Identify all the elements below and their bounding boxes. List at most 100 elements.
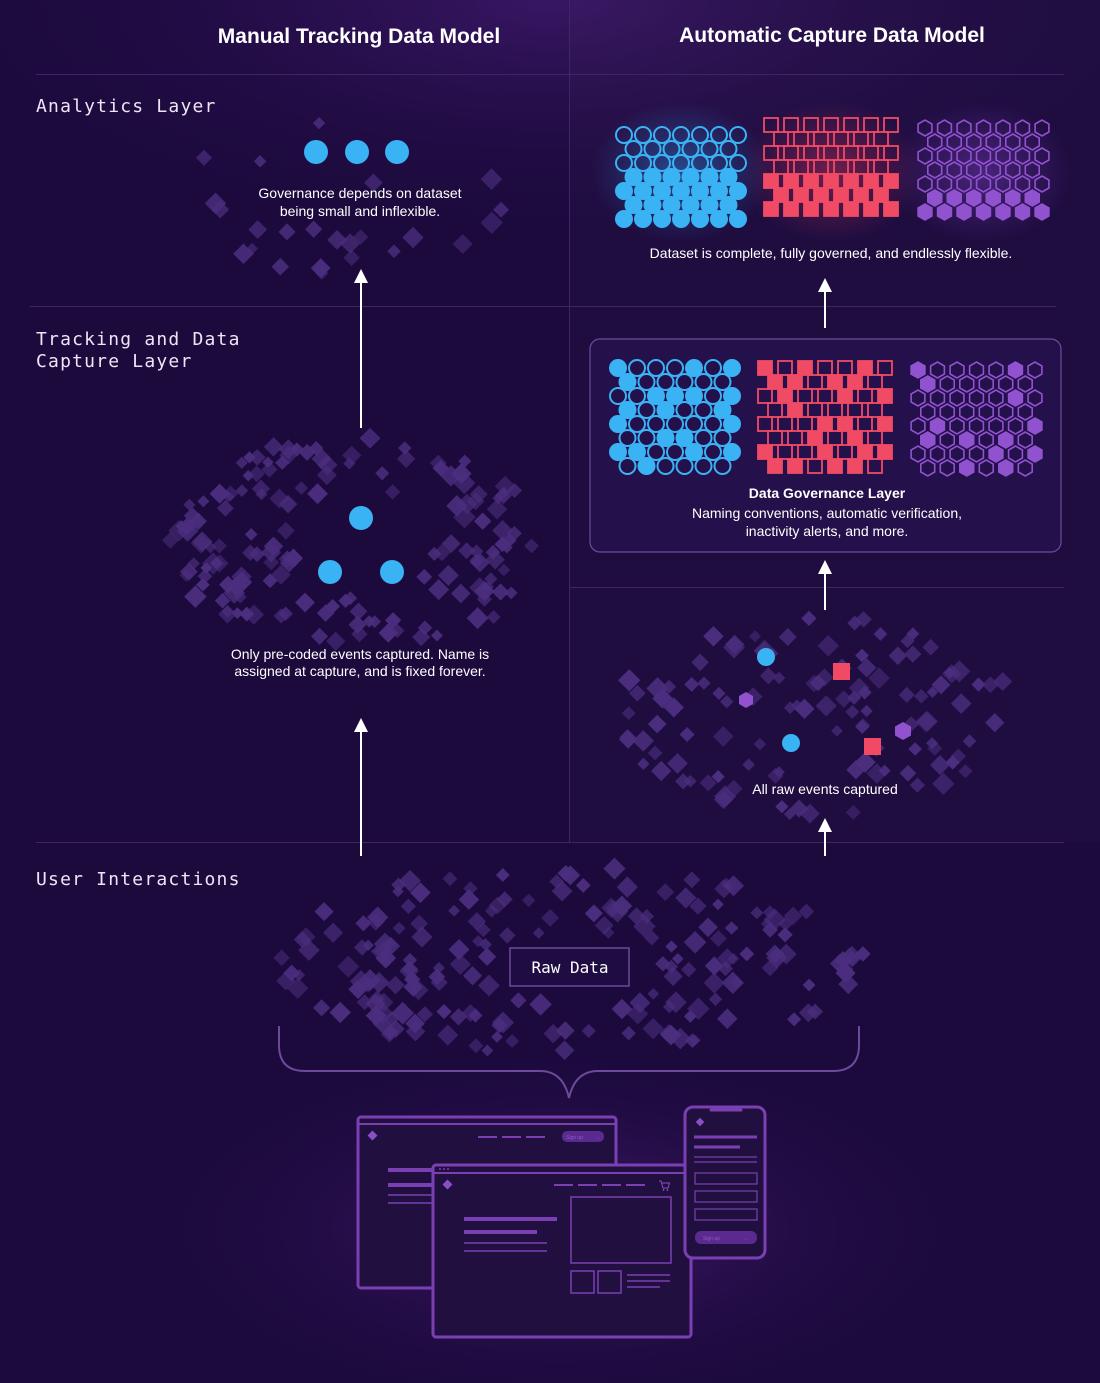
purple-event-hexagon (1017, 459, 1033, 477)
diamond-mark (708, 992, 723, 1006)
red-event-square (863, 201, 879, 217)
cart-icon[interactable] (659, 1180, 671, 1191)
blue-event-circle (666, 387, 684, 405)
purple-event-hexagon (929, 445, 946, 463)
blue-event-circle (647, 359, 665, 377)
red-event-square (793, 159, 809, 175)
diamond-mark (480, 168, 503, 190)
diamond-mark (930, 755, 950, 775)
purple-event-hexagon (988, 389, 1004, 407)
form-field[interactable] (694, 1172, 758, 1185)
red-event-square (813, 131, 829, 147)
complete-caption: Dataset is complete, fully governed, and… (650, 245, 1013, 261)
diamond-mark (703, 626, 724, 647)
red-event-square (787, 430, 803, 446)
red-event-square (883, 201, 899, 217)
purple-event-hexagon (978, 375, 995, 393)
red-event-square (827, 402, 843, 418)
purple-event-hexagon (995, 147, 1011, 165)
diamond-mark (621, 1025, 636, 1041)
diamond-mark (261, 461, 278, 478)
blue-event-circle (691, 126, 709, 144)
arrow-right-icon: → (595, 1135, 600, 1141)
purple-event-hexagon (997, 375, 1014, 393)
diamond-mark (474, 512, 492, 530)
diamond-mark (276, 971, 296, 991)
diamond-mark (529, 993, 552, 1016)
purple-event-hexagon (926, 189, 943, 207)
blue-event-circle (713, 401, 732, 419)
diamond-mark (204, 192, 227, 215)
purple-event-hexagon (939, 403, 956, 421)
mobile-signup-button[interactable] (695, 1231, 757, 1244)
red-event-square (787, 402, 803, 418)
purple-event-hexagon (1004, 133, 1021, 151)
diamond-mark (294, 481, 309, 495)
blue-event-circle (700, 140, 719, 158)
diamond-mark (621, 706, 636, 721)
blue-event-circle (618, 429, 637, 447)
form-field[interactable] (694, 1208, 758, 1221)
blue-event-circle (729, 210, 747, 228)
diamond-mark (651, 760, 672, 782)
purple-event-hexagon (958, 375, 975, 393)
blue-event-circle (615, 182, 633, 200)
diamond-mark (195, 149, 213, 166)
diamond-mark (805, 674, 823, 693)
red-event-square (837, 388, 853, 404)
diamond-mark (904, 645, 922, 663)
purple-event-hexagon (1027, 361, 1043, 379)
diamond-mark (699, 774, 717, 792)
diamond-mark (469, 544, 484, 559)
red-event-square (767, 458, 783, 474)
purple-event-hexagon (985, 133, 1002, 151)
red-event-square (853, 187, 869, 203)
purple-event-hexagon (958, 431, 975, 449)
purple-event-hexagon (1014, 203, 1031, 221)
purple-event-hexagon (995, 175, 1011, 193)
diamond-mark (355, 915, 372, 932)
purple-event-hexagon (926, 133, 943, 151)
event-hexagon (895, 722, 911, 740)
red-event-square (877, 388, 893, 404)
red-event-square (883, 145, 899, 161)
purple-event-hexagon (1007, 445, 1024, 463)
purple-event-hexagon (1017, 431, 1033, 449)
blue-event-circle (704, 387, 722, 405)
blue-event-circle (634, 210, 652, 228)
event-square (864, 738, 881, 755)
diamond-mark (399, 869, 421, 892)
blue-event-circle (672, 210, 690, 228)
diamond-mark (750, 906, 764, 920)
diamond-mark (712, 686, 726, 701)
red-event-square (793, 131, 809, 147)
purple-event-hexagon (949, 445, 965, 463)
diamond-mark (789, 799, 809, 818)
blue-event-circle (666, 415, 684, 433)
purple-event-hexagon (1004, 189, 1021, 207)
manual-column-title: Manual Tracking Data Model (218, 25, 500, 48)
purple-event-hexagon (929, 417, 946, 435)
diamond-mark (759, 667, 777, 685)
red-event-square (807, 458, 823, 474)
blue-event-circle (685, 415, 703, 433)
diamond-mark (261, 542, 282, 563)
raw-data-box (509, 947, 630, 987)
desktop-signup-button[interactable] (562, 1131, 604, 1142)
purple-event-hexagon (929, 361, 946, 379)
red-event-square (827, 458, 843, 474)
blue-event-circle (628, 359, 646, 377)
diamond-mark (656, 883, 675, 902)
diamond-mark (691, 653, 710, 672)
purple-event-hexagon (917, 119, 933, 137)
diamond-mark (704, 956, 724, 976)
blue-event-circle (681, 196, 700, 214)
red-event-square (777, 388, 793, 404)
red-event-square (757, 444, 773, 460)
diamond-mark (366, 906, 389, 929)
form-field[interactable] (694, 1190, 758, 1203)
purple-event-hexagon (975, 203, 992, 221)
diamond-mark (338, 593, 353, 608)
diamond-mark (235, 484, 249, 497)
purple-event-hexagon (968, 361, 985, 379)
